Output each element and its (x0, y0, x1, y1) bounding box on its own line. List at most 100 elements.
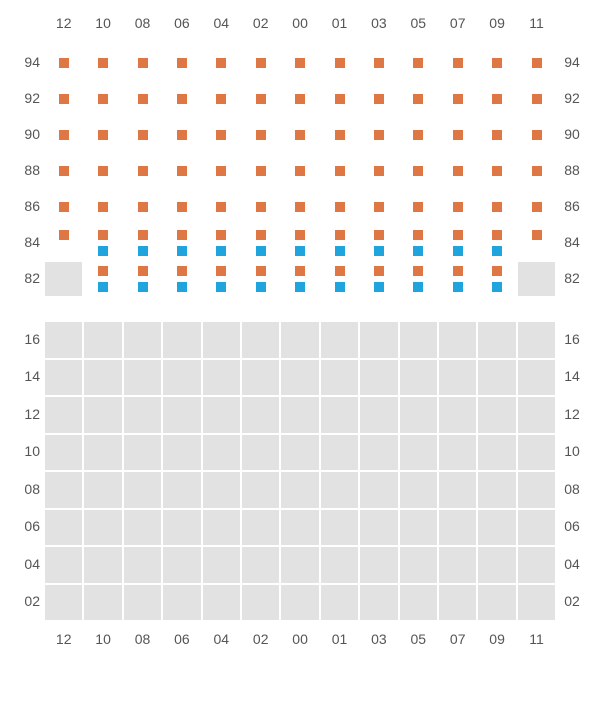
lower-cell[interactable] (241, 359, 280, 397)
marker-blue[interactable] (492, 282, 502, 292)
marker-blue[interactable] (453, 282, 463, 292)
marker-orange[interactable] (453, 266, 463, 276)
lower-cell[interactable] (320, 584, 359, 622)
lower-cell[interactable] (399, 434, 438, 472)
marker-orange[interactable] (138, 230, 148, 240)
upper-cell[interactable] (44, 261, 83, 297)
marker-orange[interactable] (216, 94, 226, 104)
lower-cell[interactable] (162, 359, 201, 397)
lower-cell[interactable] (44, 509, 83, 547)
marker-orange[interactable] (453, 58, 463, 68)
marker-orange[interactable] (98, 230, 108, 240)
lower-cell[interactable] (280, 471, 319, 509)
marker-orange[interactable] (335, 58, 345, 68)
marker-orange[interactable] (138, 166, 148, 176)
lower-cell[interactable] (280, 396, 319, 434)
lower-cell[interactable] (320, 546, 359, 584)
marker-orange[interactable] (216, 202, 226, 212)
lower-cell[interactable] (44, 396, 83, 434)
lower-cell[interactable] (280, 584, 319, 622)
marker-orange[interactable] (98, 94, 108, 104)
marker-orange[interactable] (59, 230, 69, 240)
lower-cell[interactable] (123, 584, 162, 622)
lower-cell[interactable] (320, 359, 359, 397)
lower-cell[interactable] (241, 584, 280, 622)
lower-cell[interactable] (83, 546, 122, 584)
lower-cell[interactable] (280, 434, 319, 472)
lower-cell[interactable] (83, 321, 122, 359)
marker-orange[interactable] (374, 130, 384, 140)
lower-cell[interactable] (162, 396, 201, 434)
marker-orange[interactable] (138, 130, 148, 140)
marker-orange[interactable] (216, 58, 226, 68)
marker-orange[interactable] (335, 166, 345, 176)
marker-blue[interactable] (295, 246, 305, 256)
lower-cell[interactable] (359, 434, 398, 472)
marker-blue[interactable] (138, 282, 148, 292)
marker-orange[interactable] (413, 230, 423, 240)
lower-cell[interactable] (517, 509, 556, 547)
lower-cell[interactable] (517, 396, 556, 434)
marker-orange[interactable] (413, 58, 423, 68)
marker-orange[interactable] (492, 266, 502, 276)
lower-cell[interactable] (44, 434, 83, 472)
lower-cell[interactable] (44, 321, 83, 359)
marker-orange[interactable] (492, 58, 502, 68)
marker-orange[interactable] (413, 94, 423, 104)
marker-orange[interactable] (413, 202, 423, 212)
marker-orange[interactable] (295, 94, 305, 104)
marker-orange[interactable] (256, 58, 266, 68)
marker-orange[interactable] (59, 166, 69, 176)
lower-cell[interactable] (517, 471, 556, 509)
marker-orange[interactable] (453, 230, 463, 240)
lower-cell[interactable] (477, 434, 516, 472)
marker-orange[interactable] (374, 266, 384, 276)
lower-cell[interactable] (83, 584, 122, 622)
marker-orange[interactable] (532, 202, 542, 212)
marker-orange[interactable] (413, 166, 423, 176)
lower-cell[interactable] (438, 471, 477, 509)
lower-cell[interactable] (83, 471, 122, 509)
marker-orange[interactable] (374, 166, 384, 176)
lower-cell[interactable] (123, 359, 162, 397)
lower-cell[interactable] (280, 546, 319, 584)
lower-cell[interactable] (477, 546, 516, 584)
marker-orange[interactable] (492, 202, 502, 212)
marker-blue[interactable] (98, 282, 108, 292)
marker-orange[interactable] (335, 94, 345, 104)
lower-cell[interactable] (202, 584, 241, 622)
marker-blue[interactable] (177, 246, 187, 256)
lower-cell[interactable] (241, 396, 280, 434)
lower-cell[interactable] (241, 434, 280, 472)
lower-cell[interactable] (477, 584, 516, 622)
marker-orange[interactable] (413, 266, 423, 276)
lower-cell[interactable] (438, 584, 477, 622)
marker-orange[interactable] (335, 230, 345, 240)
marker-orange[interactable] (413, 130, 423, 140)
marker-orange[interactable] (295, 266, 305, 276)
lower-cell[interactable] (438, 434, 477, 472)
lower-cell[interactable] (320, 471, 359, 509)
lower-cell[interactable] (399, 396, 438, 434)
lower-cell[interactable] (320, 396, 359, 434)
lower-cell[interactable] (44, 359, 83, 397)
lower-cell[interactable] (517, 434, 556, 472)
lower-cell[interactable] (241, 509, 280, 547)
marker-blue[interactable] (98, 246, 108, 256)
lower-cell[interactable] (517, 584, 556, 622)
lower-cell[interactable] (202, 396, 241, 434)
lower-cell[interactable] (202, 434, 241, 472)
lower-cell[interactable] (162, 471, 201, 509)
lower-cell[interactable] (359, 396, 398, 434)
marker-orange[interactable] (216, 230, 226, 240)
marker-blue[interactable] (413, 282, 423, 292)
lower-cell[interactable] (477, 509, 516, 547)
marker-blue[interactable] (492, 246, 502, 256)
lower-cell[interactable] (83, 509, 122, 547)
marker-orange[interactable] (256, 266, 266, 276)
lower-cell[interactable] (359, 359, 398, 397)
lower-cell[interactable] (162, 434, 201, 472)
lower-cell[interactable] (399, 546, 438, 584)
marker-orange[interactable] (492, 166, 502, 176)
marker-orange[interactable] (453, 130, 463, 140)
